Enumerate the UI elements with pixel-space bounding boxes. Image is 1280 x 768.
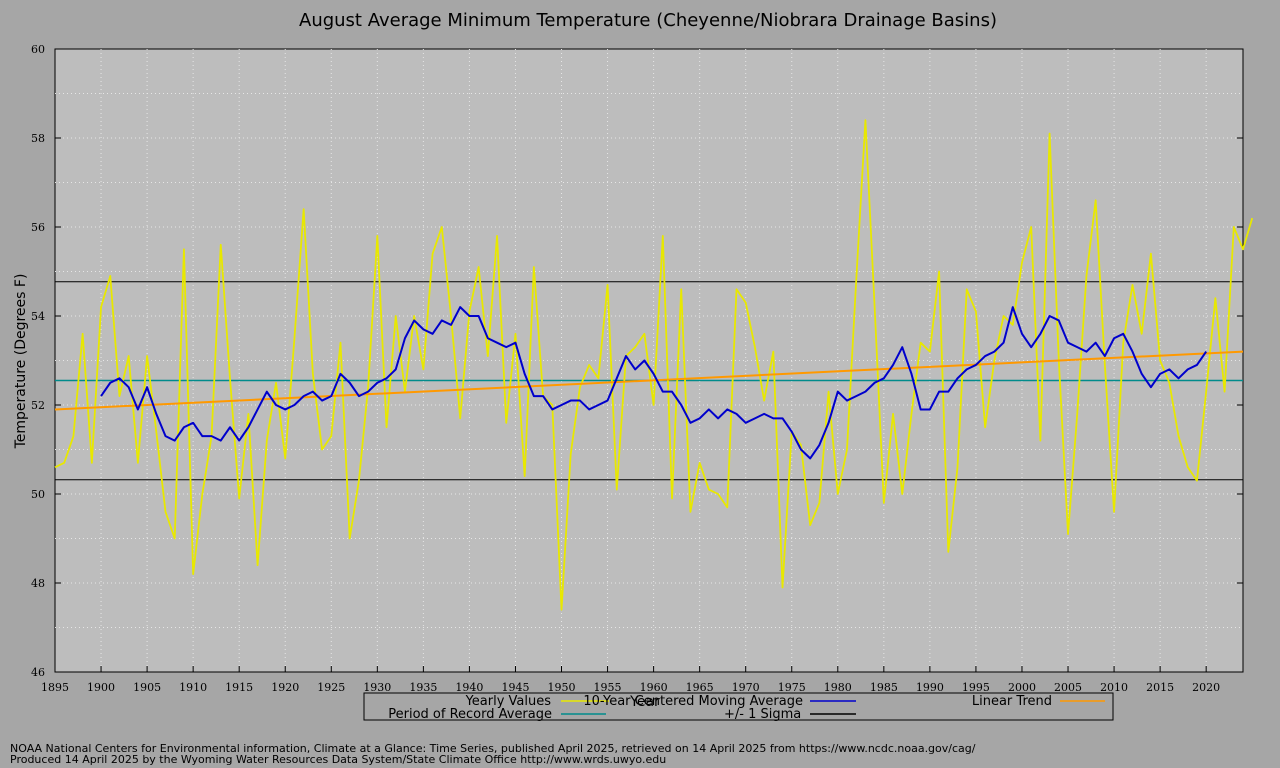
chart-title: August Average Minimum Temperature (Chey… <box>299 10 997 31</box>
credit-line-1: NOAA National Centers for Environmental … <box>10 742 976 755</box>
credit-line-2: Produced 14 April 2025 by the Wyoming Wa… <box>10 753 667 766</box>
axis-ticks: 46 48 50 52 54 56 58 60 1895 1900 1905 1910 1915 1920… <box>31 43 1243 694</box>
legend-box <box>363 692 1114 721</box>
y-tick-label: 48 <box>31 577 45 590</box>
x-tick-label: 1955 <box>594 681 622 694</box>
x-tick-label: 1900 <box>87 681 115 694</box>
x-tick-label: 2010 <box>1100 681 1128 694</box>
y-axis-label: Temperature (Degrees F) <box>13 274 29 450</box>
x-tick-label: 1950 <box>548 681 576 694</box>
x-tick-label: 1920 <box>271 681 299 694</box>
legend-entry-label: Yearly Values <box>465 694 552 709</box>
x-tick-label: 2000 <box>1008 681 1036 694</box>
legend-entry-label: 10-Year Centered Moving Average <box>583 694 803 709</box>
x-tick-label: 1935 <box>409 681 437 694</box>
x-tick-label: 1910 <box>179 681 207 694</box>
x-axis-label: Year <box>629 694 660 710</box>
y-tick-label: 54 <box>31 310 45 323</box>
yearly-values-line <box>54 119 1254 611</box>
y-tick-label: 58 <box>31 132 45 145</box>
y-tick-label: 56 <box>31 221 45 234</box>
legend-entry-label: +/- 1 Sigma <box>724 707 801 722</box>
x-tick-label: 1970 <box>732 681 760 694</box>
legend-entry-label: Linear Trend <box>972 694 1052 709</box>
linear-trend-line <box>54 350 1244 411</box>
x-tick-label: 2015 <box>1146 681 1174 694</box>
x-tick-label: 1990 <box>916 681 944 694</box>
y-tick-label: 52 <box>31 399 45 412</box>
x-tick-label: 2005 <box>1054 681 1082 694</box>
x-tick-label: 1905 <box>133 681 161 694</box>
x-tick-label: 1915 <box>225 681 253 694</box>
y-tick-label: 50 <box>31 488 45 501</box>
x-tick-label: 1975 <box>778 681 806 694</box>
moving-average-line <box>100 306 1207 460</box>
x-tick-label: 1940 <box>455 681 483 694</box>
x-tick-label: 1960 <box>640 681 668 694</box>
x-tick-label: 1965 <box>686 681 714 694</box>
x-tick-label: 1980 <box>824 681 852 694</box>
x-tick-label: 2020 <box>1192 681 1220 694</box>
legend-entry-label: Period of Record Average <box>388 707 552 722</box>
x-tick-label: 1995 <box>962 681 990 694</box>
legend: Year Yearly Values 10-Year Centered Movin… <box>363 692 1114 722</box>
y-tick-label: 46 <box>31 666 45 679</box>
x-tick-label: 1925 <box>317 681 345 694</box>
x-tick-label: 1985 <box>870 681 898 694</box>
y-tick-label: 60 <box>31 43 45 56</box>
x-tick-label: 1895 <box>41 681 69 694</box>
x-tick-label: 1945 <box>501 681 529 694</box>
x-tick-label: 1930 <box>363 681 391 694</box>
series-layer <box>54 119 1254 611</box>
